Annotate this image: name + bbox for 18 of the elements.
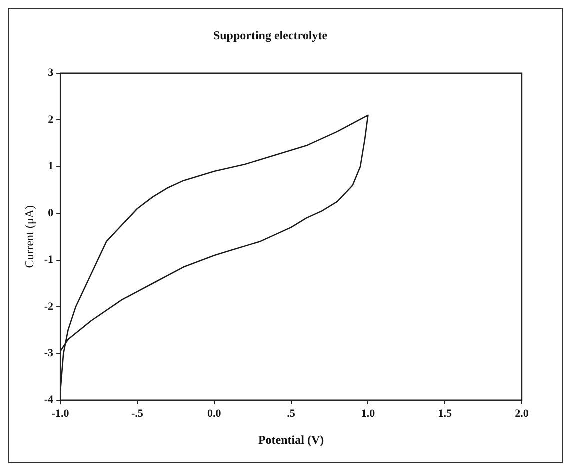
- x-tick-label: 2.0: [515, 408, 530, 420]
- x-tick-label: 0.0: [208, 408, 222, 420]
- y-tick-label: -2: [44, 300, 54, 313]
- x-tick-label: .5: [287, 408, 296, 420]
- y-tick-label: 3: [48, 67, 54, 80]
- y-axis-title: Current (μA): [22, 206, 36, 268]
- y-tick-label: 1: [48, 160, 54, 173]
- y-tick-label: -3: [44, 348, 54, 360]
- x-tick-label: -.5: [132, 408, 144, 420]
- y-tick-label: 2: [48, 114, 54, 126]
- y-tick-label: -4: [44, 394, 54, 406]
- x-axis-title: Potential (V): [258, 432, 324, 447]
- x-tick-label: 1.5: [438, 408, 452, 420]
- chart-title: Supporting electrolyte: [213, 28, 328, 42]
- y-tick-label: -1: [44, 254, 54, 266]
- y-tick-label: 0: [48, 207, 54, 220]
- x-tick-label: -1.0: [52, 408, 70, 420]
- x-tick-label: 1.0: [361, 408, 376, 420]
